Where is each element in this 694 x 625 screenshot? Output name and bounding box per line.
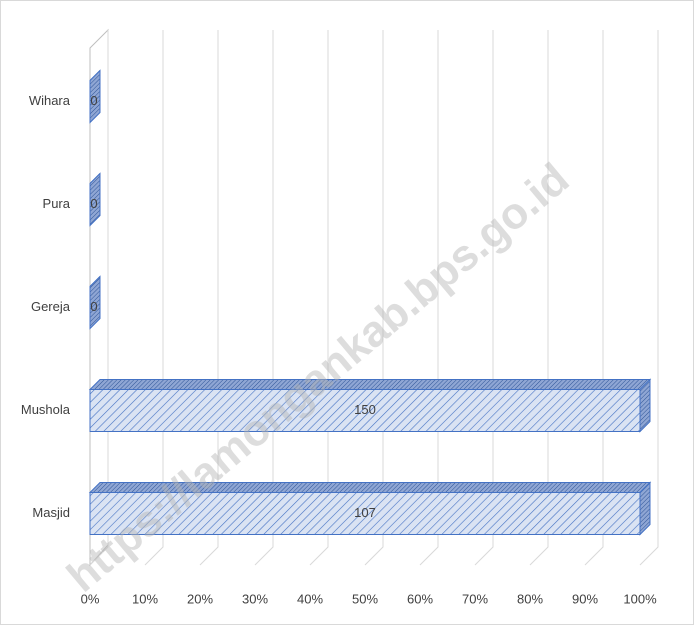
grid-line bbox=[419, 30, 439, 566]
x-tick-label: 40% bbox=[297, 591, 323, 606]
data-label: 0 bbox=[90, 93, 97, 108]
x-tick-label: 90% bbox=[572, 591, 598, 606]
grid-line bbox=[144, 30, 164, 566]
x-tick-label: 60% bbox=[407, 591, 433, 606]
bar-top bbox=[88, 379, 652, 390]
grid-line bbox=[639, 30, 659, 566]
y-tick-label: Mushola bbox=[21, 402, 71, 417]
grid-line bbox=[584, 30, 604, 566]
grid-line bbox=[529, 30, 549, 566]
x-tick-label: 20% bbox=[187, 591, 213, 606]
bar-side bbox=[639, 481, 651, 536]
bar-side bbox=[89, 172, 101, 227]
y-tick-label: Pura bbox=[43, 196, 71, 211]
grid-line bbox=[474, 30, 494, 566]
x-tick-label: 0% bbox=[81, 591, 100, 606]
grid-line bbox=[364, 30, 384, 566]
y-tick-label: Wihara bbox=[29, 93, 71, 108]
y-tick-label: Masjid bbox=[32, 505, 70, 520]
x-tick-label: 30% bbox=[242, 591, 268, 606]
grid-line bbox=[254, 30, 274, 566]
x-tick-label: 50% bbox=[352, 591, 378, 606]
grid-line bbox=[199, 30, 219, 566]
grid-line bbox=[89, 30, 109, 566]
data-label: 0 bbox=[90, 196, 97, 211]
data-label: 150 bbox=[354, 402, 376, 417]
bar-side bbox=[639, 378, 651, 433]
data-label: 107 bbox=[354, 505, 376, 520]
grid-line bbox=[309, 30, 329, 566]
x-tick-label: 100% bbox=[623, 591, 657, 606]
data-label: 0 bbox=[90, 299, 97, 314]
x-tick-label: 80% bbox=[517, 591, 543, 606]
x-tick-label: 10% bbox=[132, 591, 158, 606]
x-tick-label: 70% bbox=[462, 591, 488, 606]
y-tick-label: Gereja bbox=[31, 299, 71, 314]
bar-side bbox=[89, 69, 101, 124]
bar-side bbox=[89, 275, 101, 330]
